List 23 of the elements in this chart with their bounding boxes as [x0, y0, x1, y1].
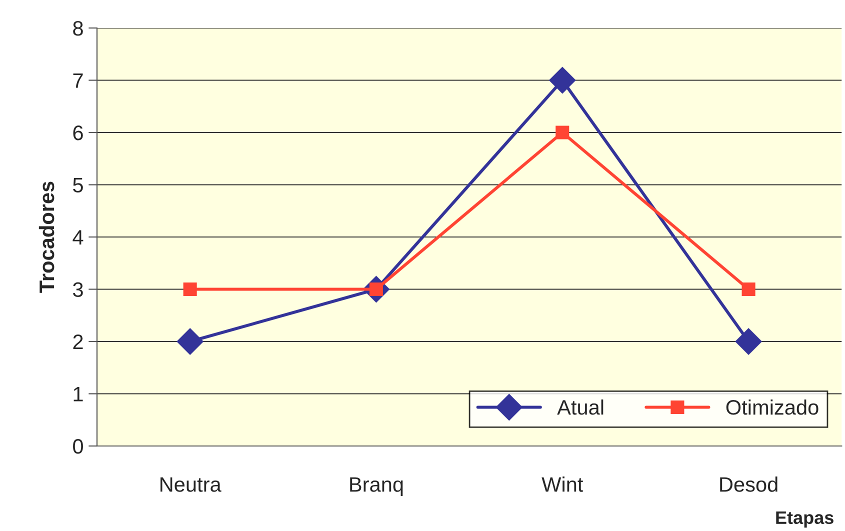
point — [183, 282, 197, 296]
x-tick-label: Wint — [542, 476, 584, 492]
x-tick-label: Desod — [720, 476, 778, 492]
y-tick-label: 4 — [72, 230, 84, 245]
y-axis-title: Trocadores — [38, 182, 54, 293]
x-tick-label: Branq — [350, 477, 403, 496]
y-tick-label: 7 — [73, 73, 83, 88]
y-tick-label: 0 — [73, 439, 83, 454]
y-tick-label: 8 — [73, 21, 83, 36]
legend-label: Atual — [557, 399, 604, 415]
y-tick-label: 3 — [73, 282, 83, 298]
point — [556, 126, 570, 140]
legend-label: Otimizado — [726, 399, 818, 415]
point — [742, 282, 756, 296]
y-tick-label: 6 — [73, 126, 83, 140]
x-axis-title: Etapas — [776, 511, 834, 528]
y-tick-label: 5 — [73, 178, 83, 193]
y-tick-label: 2 — [73, 334, 83, 350]
y-tick-label: 1 — [74, 386, 83, 402]
point — [549, 66, 576, 94]
point — [735, 328, 762, 355]
point — [176, 328, 204, 355]
x-tick-label: Neutra — [160, 477, 222, 492]
